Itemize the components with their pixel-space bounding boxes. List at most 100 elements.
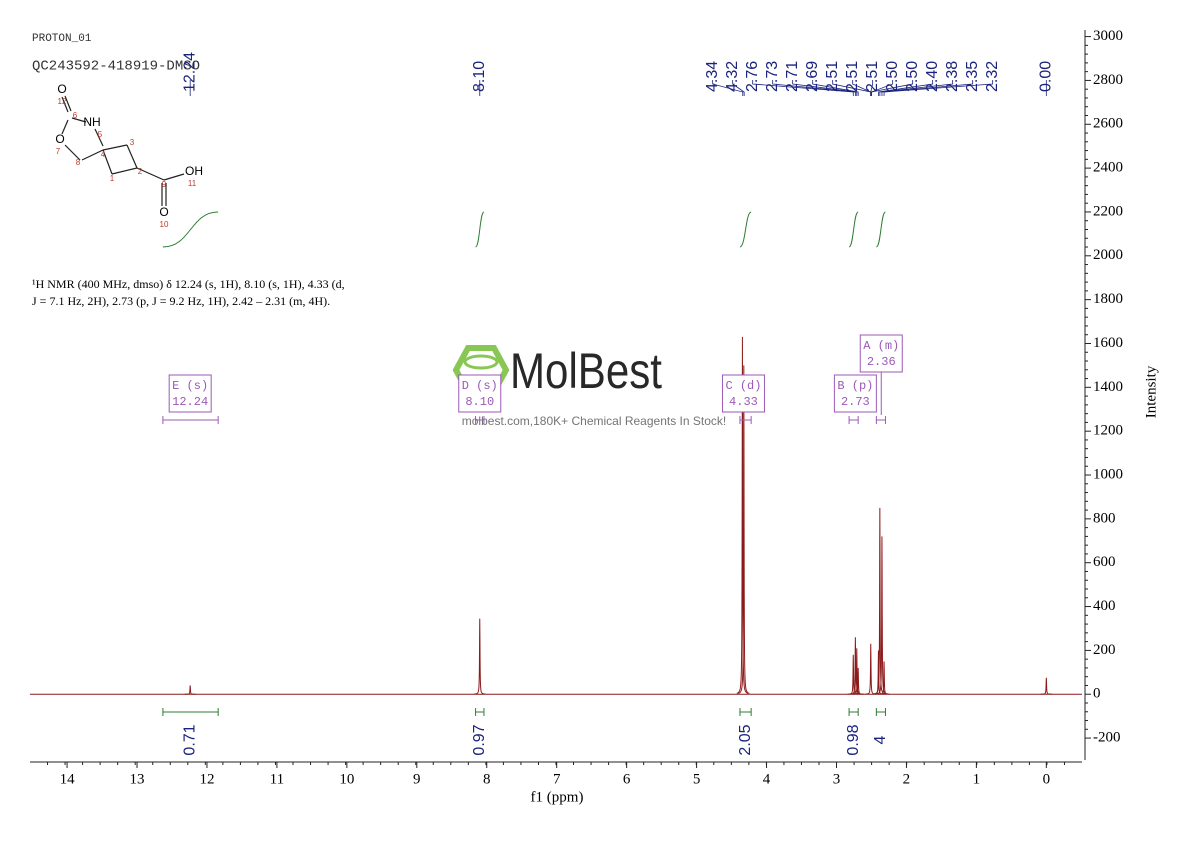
x-tick-label: 7 (553, 771, 561, 787)
atom-index: 4 (101, 150, 106, 159)
peak-label-connector (772, 80, 856, 96)
x-axis-title: f1 (ppm) (531, 789, 584, 805)
x-tick-label: 9 (413, 771, 421, 787)
peak-label-connector (879, 80, 954, 96)
multiplet-box (721, 374, 765, 413)
peak-label-connector (870, 80, 874, 96)
y-tick-label: 2800 (1093, 72, 1123, 88)
atom-index: 12 (58, 97, 67, 106)
atom: OH (185, 164, 203, 178)
atom-labels: O 12 6 NH 5 O 7 8 4 3 1 2 9 OH 11 O 10 (55, 82, 203, 229)
multiplet-shift: 8.10 (465, 395, 494, 409)
peak-label: 4.32 (724, 61, 741, 92)
integral-curve (475, 211, 485, 248)
peak-label: 12.24 (181, 52, 198, 92)
peak (474, 618, 486, 695)
atom: O (57, 82, 66, 96)
integral-value: 0.98 (845, 724, 862, 755)
y-tick-label: 800 (1093, 510, 1116, 526)
atom-index: 11 (188, 179, 197, 188)
y-tick-label: 600 (1093, 554, 1116, 570)
multiplet-name: A (m) (863, 339, 899, 353)
x-tick-label: 11 (270, 771, 284, 787)
atom-index: 8 (76, 158, 81, 167)
multiplet-shift: 12.24 (172, 395, 208, 409)
atom-index: 9 (162, 180, 167, 189)
peak-label: 2.51 (864, 61, 881, 92)
peak-label: 2.76 (744, 61, 761, 92)
y-tick-label: 2200 (1093, 203, 1123, 219)
peak (874, 507, 886, 695)
multiplet-box (458, 374, 502, 413)
peak (878, 661, 890, 695)
y-axis-title: Intensity (1143, 365, 1159, 418)
atom: O (159, 205, 168, 219)
atom: NH (83, 115, 100, 129)
x-tick-label: 6 (623, 771, 631, 787)
peak-label: 2.69 (804, 61, 821, 92)
y-tick-label: 2400 (1093, 160, 1123, 176)
peak (184, 685, 196, 695)
peak-label: 8.10 (471, 61, 488, 92)
sample-name: QC243592-418919-DMSO (32, 59, 200, 75)
multiplet-shift: 2.36 (867, 355, 896, 369)
peak-label: 2.32 (984, 61, 1001, 92)
integral-value: 0.97 (471, 724, 488, 755)
multiplet-name: C (d) (725, 379, 761, 393)
nmr-description: ¹H NMR (400 MHz, dmso) δ 12.24 (s, 1H), … (32, 277, 345, 291)
y-tick-label: 200 (1093, 642, 1116, 658)
peak-label-connector (878, 80, 934, 96)
experiment-name: PROTON_01 (32, 33, 92, 45)
integral-curve (875, 211, 886, 248)
multiplet-box (833, 374, 877, 413)
multiplet-shift: 2.73 (841, 395, 870, 409)
y-tick-label: 2600 (1093, 116, 1123, 132)
peak (865, 643, 877, 695)
atom-index: 1 (110, 174, 115, 183)
peak-label: 2.73 (764, 61, 781, 92)
peak-label-connector (812, 80, 859, 96)
multiplet-name: D (s) (462, 379, 498, 393)
y-tick-label: 1000 (1093, 466, 1123, 482)
peak-label-connector (881, 80, 974, 96)
y-tick-label: 1600 (1093, 335, 1123, 351)
atom-index: 3 (130, 138, 135, 147)
nmr-description: J = 7.1 Hz, 2H), 2.73 (p, J = 9.2 Hz, 1H… (32, 294, 330, 308)
integral-curve (739, 211, 752, 248)
multiplet-name: B (p) (837, 379, 873, 393)
integral-value: 4 (872, 735, 889, 744)
peak-label-connector (712, 80, 744, 96)
peak-label-connector (871, 80, 914, 96)
peak-label-connector (792, 80, 858, 96)
x-tick-label: 5 (693, 771, 701, 787)
x-tick-label: 14 (60, 771, 76, 787)
peak (852, 667, 864, 695)
peak-label: 2.51 (844, 61, 861, 92)
x-tick-label: 10 (339, 771, 354, 787)
y-tick-label: 1400 (1093, 379, 1123, 395)
peak (847, 654, 859, 695)
atom: O (55, 132, 64, 146)
integral-curve (162, 211, 219, 248)
y-tick-label: 2000 (1093, 247, 1123, 263)
peak-label: 0.00 (1038, 61, 1055, 92)
integral-value: 0.71 (182, 724, 199, 755)
multiplet-name: E (s) (172, 379, 208, 393)
watermark-brand: MolBest (510, 343, 662, 399)
y-tick-label: 1800 (1093, 291, 1123, 307)
peak (738, 365, 750, 694)
atom-index: 6 (73, 111, 78, 120)
atom-index: 2 (138, 167, 143, 176)
x-tick-label: 8 (483, 771, 491, 787)
peak-label: 2.71 (784, 61, 801, 92)
x-tick-label: 1 (973, 771, 981, 787)
peak-label-connector (732, 80, 745, 96)
x-tick-label: 3 (833, 771, 841, 787)
multiplet-shift: 4.33 (729, 395, 758, 409)
peak-label: 2.40 (924, 61, 941, 92)
atom-index: 5 (98, 130, 103, 139)
peak-label: 4.34 (704, 61, 721, 92)
peak (849, 637, 862, 695)
atom-index: 7 (56, 147, 61, 156)
